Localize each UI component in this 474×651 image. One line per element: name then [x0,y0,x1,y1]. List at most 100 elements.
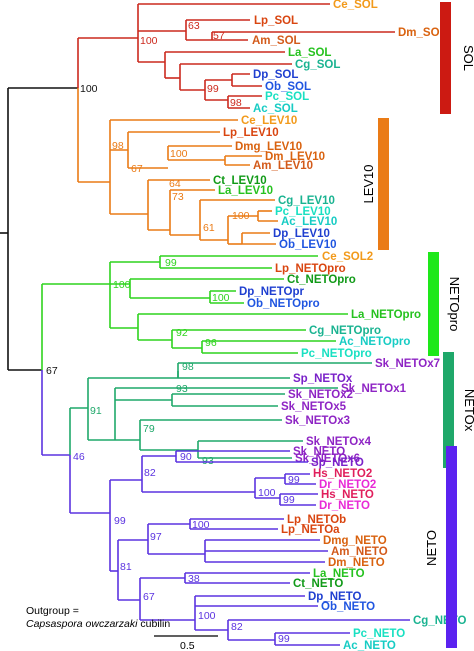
leaf-pc-lev10: Pc_LEV10 [275,206,331,218]
leaf-pc-sol: Pc_SOL [265,91,309,103]
support-x-98: 98 [182,361,194,373]
sol-leaves: Ce_SOL Lp_SOL Dm_SOL Am_SOL La_SOL Cg_SO… [252,0,447,115]
sol-support: 100 63 57 99 98 [140,20,242,109]
leaf-ct-netopro: Ct_NETOpro [287,274,356,286]
support-sol-98: 98 [230,97,242,109]
leaf-ce-lev10: Ce_LEV10 [241,115,297,127]
support-lev-100a: 100 [170,148,188,160]
group-bar-netox [443,352,454,468]
netox-leaves: Sk_NETOx7 Sp_NETOx Sk_NETOx1 Sk_NETOx2 S… [281,358,440,465]
support-pro-96: 96 [205,337,217,349]
outgroup-line2: Capsaspora owczarzaki cubilin [26,618,170,630]
support-n-90: 90 [180,451,192,463]
support-lev-100b: 100 [232,210,250,222]
leaf-am-lev10: Am_LEV10 [253,160,313,172]
neto-leaves: Sk_NETO Sp_NETO Hs_NETO2 Dr_NETO2 Hs_NET… [281,446,467,651]
leaf-lp-lev10: Lp_LEV10 [223,127,279,139]
outgroup-note: Outgroup = Capsaspora owczarzaki cubilin [26,605,170,630]
leaf-lp-netoa: Lp_NETOa [281,524,340,536]
support-neto-split: 67 [46,365,58,377]
group-label-netox: NETOx [462,389,474,432]
lev10-leaves: Ce_LEV10 Lp_LEV10 Dmg_LEV10 Dm_LEV10 Am_… [213,115,337,251]
netox-subbranches [87,362,372,459]
leaf-lp-netob: Lp_NETOb [287,514,346,526]
outgroup-line1: Outgroup = [26,605,79,617]
leaf-la-sol: La_SOL [288,47,331,59]
support-pro-100a: 100 [113,279,131,291]
support-x-93b: 93 [202,455,214,467]
leaf-dm-sol: Dm_SOL [398,27,447,39]
leaf-cg-neto: Cg_NETO [413,615,467,627]
leaf-lp-sol: Lp_SOL [254,15,298,27]
leaf-hs-neto: Hs_NETO [321,489,374,501]
leaf-sk-netox4: Sk_NETOx4 [306,436,372,448]
support-n-81: 81 [120,561,132,573]
root-branches [0,87,78,371]
group-bar-netopro [428,252,439,356]
lower-stem [41,283,110,456]
leaf-dp-neto: Dp_NETO [308,591,362,603]
lev10-branches [78,119,278,245]
leaf-la-netopro: La_NETOpro [351,309,421,321]
netox-support: 98 91 93 79 93 [90,361,214,467]
support-n-67: 67 [143,591,155,603]
leaf-am-neto: Am_NETO [331,546,388,558]
support-x-79: 79 [143,423,155,435]
netopro-support: 99 100 100 92 96 [113,257,230,349]
leaf-dm-neto: Dm_NETO [328,557,385,569]
neto-support: 46 90 82 99 100 99 99 100 97 81 38 67 10… [73,451,300,645]
leaf-pc-netopro: Pc_NETOpro [301,348,372,360]
group-label-sol: SOL [461,45,474,71]
leaf-dr-neto: Dr_NETO [319,500,370,512]
netox-branches [69,407,88,513]
leaf-sp-neto: Sp_NETO [311,457,364,469]
leaf-ac-lev10: Ac_LEV10 [281,216,337,228]
group-label-netopro: NETOpro [447,277,462,332]
support-n-38: 38 [188,573,200,585]
leaf-sp-netox: Sp_NETOx [293,373,353,385]
leaf-ob-lev10: Ob_LEV10 [279,239,337,251]
leaf-ac-neto: Ac_NETO [343,640,396,651]
group-markers: SOL LEV10 NETOpro NETOx NETO [361,2,474,648]
leaf-sk-neto: Sk_NETO [293,446,345,458]
support-pro-100b: 100 [212,292,230,304]
leaf-dr-neto2: Dr_NETO2 [319,479,376,491]
support-n-82b: 82 [231,621,243,633]
leaf-cg-lev10: Cg_LEV10 [278,195,335,207]
leaf-ob-netopro: Ob_NETOpro [247,298,320,310]
leaf-dmg-neto: Dmg_NETO [323,535,387,547]
support-lev-61: 61 [203,222,215,234]
leaf-sk-netox2: Sk_NETOx2 [288,389,353,401]
neto-branches [70,450,410,646]
support-n-100a: 100 [258,487,276,499]
leaf-am-sol: Am_SOL [252,35,301,47]
leaf-ob-neto: Ob_NETO [321,601,375,613]
leaf-sk-netox3: Sk_NETOx3 [285,415,350,427]
leaf-ce-sol: Ce_SOL [333,0,378,11]
support-n-82a: 82 [144,467,156,479]
leaf-ct-lev10: Ct_LEV10 [213,175,267,187]
support-root-split: 100 [80,83,98,95]
support-sol-100: 100 [140,35,158,47]
support-n-97: 97 [150,531,162,543]
leaf-dp-sol: Dp_SOL [253,69,298,81]
leaf-sk-netox7: Sk_NETOx7 [375,358,440,370]
leaf-pc-neto: Pc_NETO [353,628,405,640]
leaf-cg-netopro: Cg_NETOpro [309,325,381,337]
support-lev-73: 73 [172,191,184,203]
leaf-ce-sol2: Ce_SOL2 [322,251,373,263]
support-lev-64: 64 [169,178,181,190]
support-x-93a: 93 [176,383,188,395]
lev10-support: 98 100 67 64 73 100 61 [112,140,250,234]
support-n-99d: 99 [278,633,290,645]
group-bar-neto [446,446,457,648]
leaf-ob-sol: Ob_SOL [265,81,311,93]
support-n-99b: 99 [283,494,295,506]
leaf-ct-neto: Ct_NETO [293,578,343,590]
leaf-sk-netox6: Sk_NETOx6 [295,453,360,465]
leaf-la-lev10: La_LEV10 [218,185,273,197]
support-n-99c: 99 [114,515,126,527]
sol-branches [78,3,395,109]
support-pro-99: 99 [165,257,177,269]
